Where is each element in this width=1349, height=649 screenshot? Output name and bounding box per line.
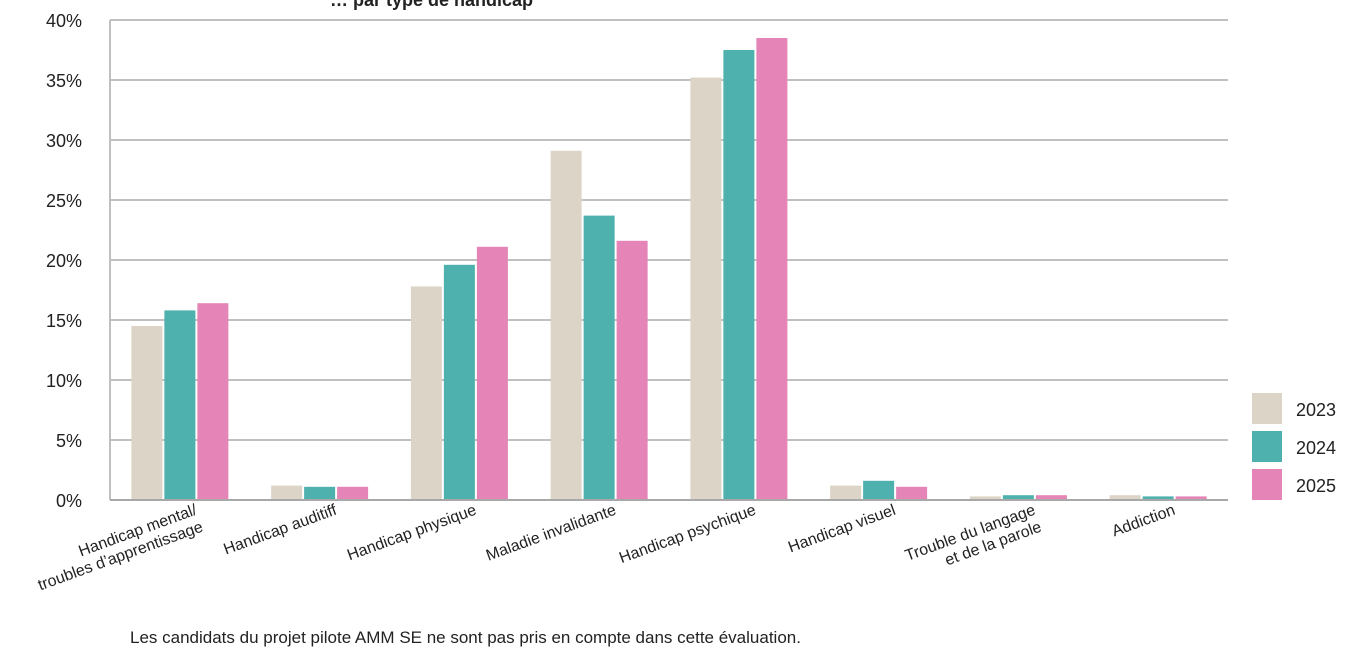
bar-2023-2 — [410, 286, 442, 500]
legend-swatch-2024 — [1252, 431, 1282, 462]
bar-2024-1 — [304, 486, 336, 500]
y-axis-tick-labels: 0% 5% 10% 15% 20% 25% 30% 35% 40% — [46, 11, 82, 511]
x-tick-label: Handicap mental/troubles d’apprentissage — [30, 502, 206, 595]
x-tick-label: Handicap physique — [345, 502, 479, 565]
x-tick-label-line: Handicap auditiff — [221, 502, 339, 559]
bar-2024-3 — [583, 215, 615, 500]
x-tick-label-line: Handicap physique — [345, 502, 479, 565]
x-tick-label-line: Maladie invalidante — [484, 502, 619, 565]
x-tick-label: Trouble du langageet de la parole — [903, 502, 1044, 582]
legend-label: 2023 — [1296, 400, 1336, 420]
x-tick-label: Addiction — [1110, 502, 1178, 540]
x-axis-tick-labels: Handicap mental/troubles d’apprentissage… — [30, 502, 1178, 595]
x-tick-label: Handicap psychique — [617, 502, 758, 567]
x-tick-label-line: Addiction — [1110, 502, 1178, 540]
footnote: Les candidats du projet pilote AMM SE ne… — [130, 628, 801, 647]
bar-2023-3 — [550, 150, 582, 501]
chart-title-partial: … par type de handicap — [330, 0, 534, 10]
legend-label: 2025 — [1296, 476, 1336, 496]
bar-2025-3 — [616, 240, 648, 501]
y-tick-label: 5% — [56, 431, 82, 451]
bar-2023-1 — [271, 485, 303, 500]
legend-swatch-2023 — [1252, 393, 1282, 424]
bar-2025-6 — [1035, 495, 1067, 500]
x-tick-label-line: Handicap psychique — [617, 502, 758, 567]
bar-2024-7 — [1142, 496, 1174, 500]
bar-2024-5 — [863, 480, 895, 500]
x-tick-label: Handicap visuel — [786, 502, 898, 557]
x-tick-label: Maladie invalidante — [484, 502, 619, 565]
bar-2024-2 — [443, 264, 475, 500]
y-tick-label: 20% — [46, 251, 82, 271]
y-tick-label: 10% — [46, 371, 82, 391]
bar-2023-7 — [1109, 495, 1141, 500]
bar-2025-5 — [896, 486, 928, 500]
bar-2025-2 — [476, 246, 508, 500]
bar-2024-6 — [1002, 495, 1034, 500]
y-tick-label: 30% — [46, 131, 82, 151]
bar-2024-4 — [723, 50, 755, 500]
y-tick-label: 35% — [46, 71, 82, 91]
bars — [131, 38, 1207, 501]
bar-2023-4 — [690, 77, 722, 500]
legend-swatch-2025 — [1252, 469, 1282, 500]
bar-2024-0 — [164, 310, 196, 500]
y-tick-label: 25% — [46, 191, 82, 211]
bar-2025-1 — [337, 486, 369, 500]
bar-2025-4 — [756, 38, 788, 500]
x-tick-label: Handicap auditiff — [221, 502, 339, 559]
bar-2023-5 — [830, 485, 862, 500]
legend-label: 2024 — [1296, 438, 1336, 458]
bar-2023-0 — [131, 326, 163, 500]
legend: 2023 2024 2025 — [1252, 393, 1336, 500]
y-tick-label: 15% — [46, 311, 82, 331]
x-tick-label-line: Handicap visuel — [786, 502, 898, 557]
bar-2023-6 — [969, 496, 1001, 500]
bar-2025-7 — [1175, 496, 1207, 500]
y-tick-label: 40% — [46, 11, 82, 31]
bar-2025-0 — [197, 303, 229, 500]
gridlines — [109, 19, 1228, 501]
y-tick-label: 0% — [56, 491, 82, 511]
